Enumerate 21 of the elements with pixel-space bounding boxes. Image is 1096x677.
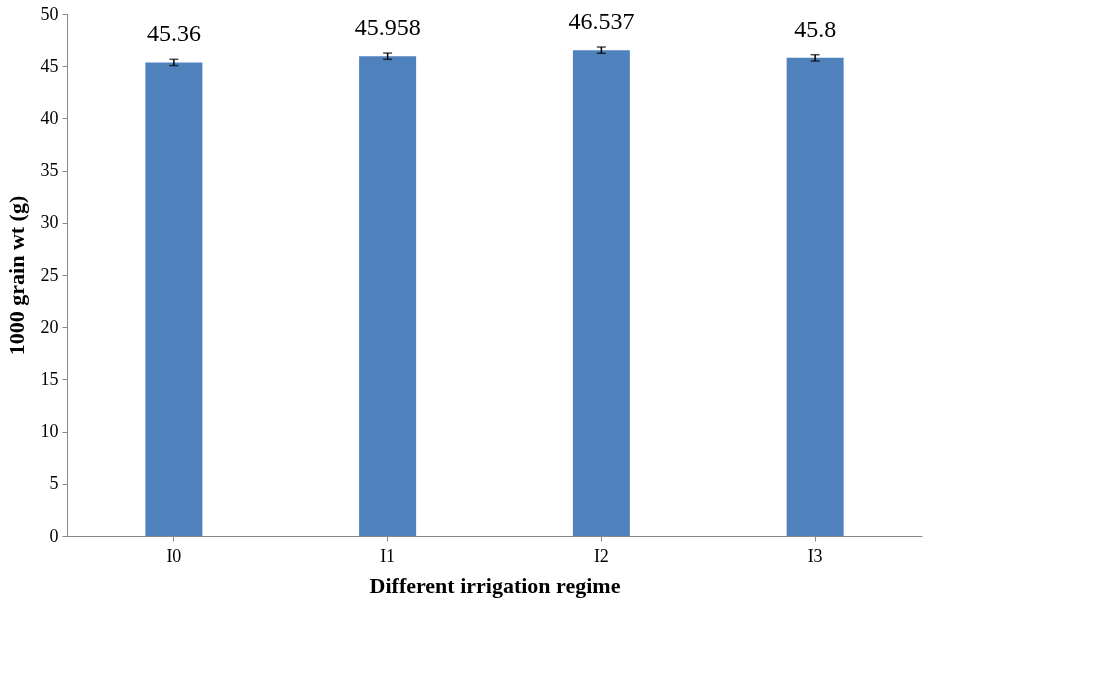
x-tick-label: I3 [807, 545, 823, 566]
y-tick-label: 30 [40, 212, 59, 233]
y-tick-label: 40 [40, 107, 59, 128]
data-label: 45.36 [146, 20, 201, 47]
data-label: 46.537 [568, 8, 635, 35]
x-axis-title: Different irrigation regime [369, 572, 621, 598]
data-label: 45.8 [794, 15, 837, 42]
x-tick-label: I0 [166, 545, 182, 566]
x-tick-label: I2 [593, 545, 609, 566]
y-axis-title: 1000 grain wt (g) [3, 195, 29, 356]
y-tick-label: 10 [40, 421, 59, 442]
data-label: 45.958 [354, 14, 421, 41]
y-tick-label: 35 [40, 160, 59, 181]
y-tick-label: 0 [49, 525, 59, 546]
y-tick-label: 5 [49, 473, 59, 494]
y-tick-label: 20 [40, 316, 59, 337]
x-tick-label: I1 [380, 545, 396, 566]
y-tick-label: 15 [40, 368, 59, 389]
y-tick-label: 45 [40, 55, 59, 76]
y-tick-label: 25 [40, 264, 59, 285]
y-tick-label: 50 [40, 3, 59, 24]
